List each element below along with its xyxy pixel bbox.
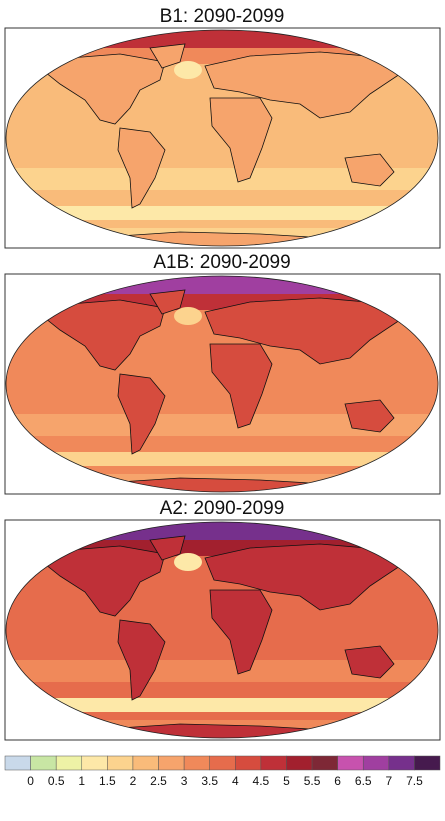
greenland bbox=[149, 289, 186, 315]
panel-title: A2: 2090-2099 bbox=[160, 498, 285, 519]
legend-swatch bbox=[158, 755, 185, 771]
legend-label: 7 bbox=[385, 774, 392, 788]
ocean-band bbox=[6, 168, 438, 190]
legend-label: 1 bbox=[78, 774, 85, 788]
legend-swatch bbox=[30, 755, 57, 771]
africa bbox=[209, 589, 273, 675]
map bbox=[6, 522, 438, 738]
south-america bbox=[117, 373, 166, 455]
australia bbox=[344, 153, 395, 187]
legend-swatch bbox=[414, 755, 441, 771]
australia bbox=[344, 399, 395, 433]
legend-label: 4.5 bbox=[253, 774, 270, 788]
greenland bbox=[149, 43, 186, 69]
ocean-band bbox=[6, 206, 438, 220]
legend-swatch bbox=[55, 755, 83, 771]
legend-label: 3 bbox=[181, 774, 188, 788]
map-outline bbox=[5, 275, 439, 493]
legend-label: 6.5 bbox=[355, 774, 372, 788]
legend-swatch bbox=[4, 755, 31, 771]
eurasia bbox=[204, 543, 401, 611]
australia bbox=[344, 645, 395, 679]
legend-swatch bbox=[132, 755, 159, 771]
eurasia bbox=[204, 297, 401, 365]
greenland bbox=[149, 535, 186, 561]
legend-swatch bbox=[260, 755, 287, 771]
legend-swatch bbox=[107, 755, 134, 771]
ocean-band bbox=[6, 452, 438, 466]
ocean-band bbox=[6, 660, 438, 682]
panel-title: B1: 2090-2099 bbox=[160, 6, 285, 27]
legend-label: 2.5 bbox=[150, 774, 167, 788]
legend-label: 1.5 bbox=[99, 774, 116, 788]
legend-swatch bbox=[183, 755, 210, 771]
legend-label: 4 bbox=[232, 774, 239, 788]
north-america bbox=[39, 299, 166, 371]
legend-swatch bbox=[286, 755, 313, 771]
legend-label: 3.5 bbox=[201, 774, 218, 788]
south-america bbox=[117, 127, 166, 209]
panel-title: A1B: 2090-2099 bbox=[153, 252, 290, 273]
legend-swatch bbox=[337, 755, 364, 771]
atlantic-cool bbox=[174, 553, 202, 571]
legend-label: 5.5 bbox=[304, 774, 321, 788]
legend-swatch bbox=[362, 755, 390, 771]
legend-swatch bbox=[235, 755, 262, 771]
eurasia bbox=[204, 51, 401, 119]
legend-label: 5 bbox=[283, 774, 290, 788]
map bbox=[6, 30, 438, 246]
north-america bbox=[39, 545, 166, 617]
legend-label: 7.5 bbox=[406, 774, 423, 788]
legend-swatch bbox=[81, 755, 108, 771]
legend-swatch bbox=[209, 755, 236, 771]
legend-label: 0.5 bbox=[48, 774, 65, 788]
africa bbox=[209, 97, 273, 183]
atlantic-cool bbox=[174, 307, 202, 325]
legend-swatch bbox=[311, 755, 338, 771]
atlantic-cool bbox=[174, 61, 202, 79]
legend-label: 0 bbox=[27, 774, 34, 788]
map-outline bbox=[5, 521, 439, 739]
legend-label: 6 bbox=[334, 774, 341, 788]
legend-swatch bbox=[388, 755, 415, 771]
africa bbox=[209, 343, 273, 429]
north-america bbox=[39, 53, 166, 125]
map-outline bbox=[5, 29, 439, 247]
south-america bbox=[117, 619, 166, 701]
ocean-band bbox=[6, 414, 438, 436]
ocean-band bbox=[6, 698, 438, 712]
legend-label: 2 bbox=[130, 774, 137, 788]
